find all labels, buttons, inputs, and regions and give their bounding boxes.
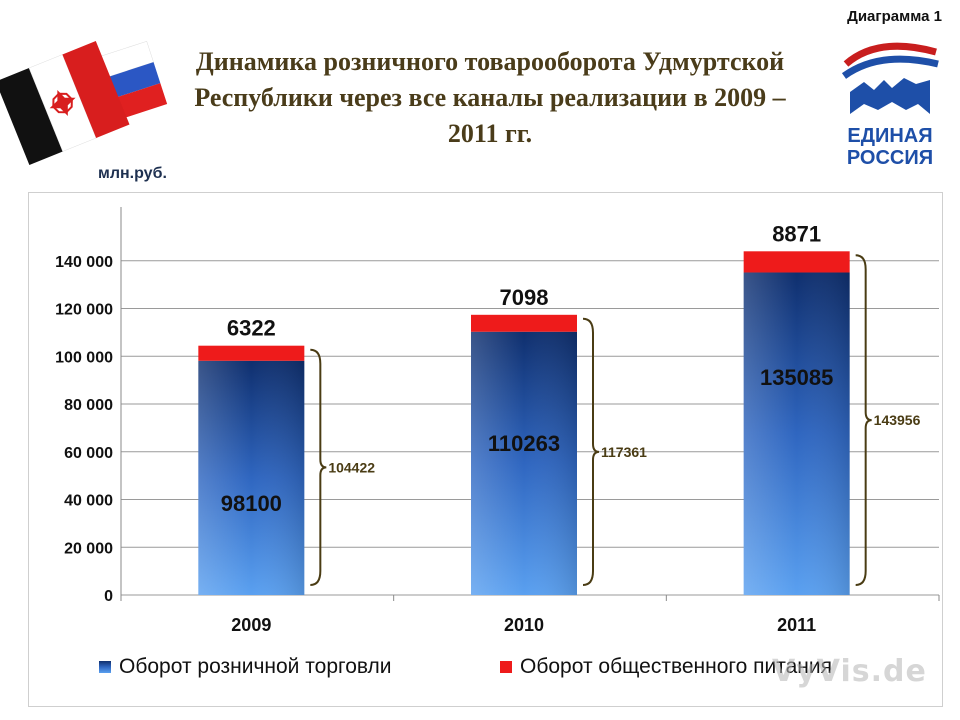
- party-logo-line1: ЕДИНАЯ: [847, 125, 932, 147]
- retail-value-label: 110263: [488, 431, 560, 456]
- total-brace: [582, 317, 600, 586]
- y-tick-label: 20 000: [64, 540, 113, 557]
- y-tick-label: 140 000: [55, 254, 113, 271]
- united-russia-logo: ЕДИНАЯ РОССИЯ: [838, 34, 943, 174]
- party-logo-line2: РОССИЯ: [847, 147, 933, 169]
- bar-catering: [743, 251, 850, 273]
- watermark: VyVis.de: [772, 654, 927, 689]
- bar-retail-sheen: [743, 272, 850, 595]
- stacked-bar-chart: 0 20 000 40 000 60 000 80 000 100 000 120 000 1…: [55, 207, 940, 678]
- x-category-label: 2010: [504, 615, 544, 635]
- bar-retail-sheen: [471, 331, 577, 595]
- legend-label-retail: Оборот розничной торговли: [119, 655, 392, 678]
- x-category-label: 2009: [231, 615, 271, 635]
- slide-label: Диаграмма 1: [847, 8, 942, 25]
- total-value-label: 143956: [874, 412, 921, 428]
- bar-retail-sheen: [198, 360, 305, 595]
- y-tick-label: 0: [104, 588, 113, 605]
- total-brace: [310, 348, 327, 586]
- legend-swatch-retail: [99, 661, 111, 673]
- retail-value-label: 98100: [221, 491, 282, 516]
- udmurtia-russia-flags-logo: [0, 40, 168, 165]
- catering-value-label: 6322: [227, 316, 276, 341]
- total-value-label: 104422: [328, 459, 375, 475]
- bar-catering: [198, 345, 305, 361]
- unit-label: млн.руб.: [98, 165, 167, 182]
- legend-swatch-catering: [500, 661, 512, 673]
- legend-label-catering: Оборот общественного питания: [520, 655, 832, 678]
- total-brace: [855, 254, 872, 586]
- y-tick-label: 60 000: [64, 445, 113, 462]
- catering-value-label: 7098: [500, 285, 549, 310]
- chart-title: Динамика розничного товарооборота Удмурт…: [194, 47, 786, 148]
- y-tick-label: 80 000: [64, 397, 113, 414]
- y-tick-label: 120 000: [55, 302, 113, 319]
- x-category-label: 2011: [777, 615, 816, 635]
- retail-value-label: 135085: [760, 365, 833, 390]
- bar-catering: [471, 314, 577, 332]
- catering-value-label: 8871: [772, 221, 821, 246]
- y-tick-label: 100 000: [55, 349, 113, 366]
- chart-frame: 0 20 000 40 000 60 000 80 000 100 000 120 000 1…: [28, 192, 943, 707]
- total-value-label: 117361: [601, 444, 647, 460]
- y-tick-label: 40 000: [64, 493, 113, 510]
